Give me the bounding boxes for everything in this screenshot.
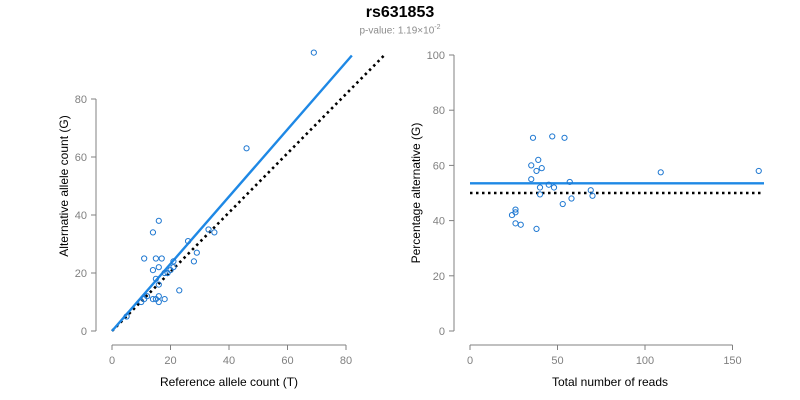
- data-point: [161, 296, 168, 303]
- y-tick-label: 20: [75, 268, 87, 280]
- x-tick-label: 0: [109, 355, 115, 367]
- data-point: [512, 220, 519, 227]
- p-value-exponent: -2: [434, 24, 441, 31]
- reference-line: [111, 54, 385, 332]
- data-point: [155, 298, 162, 306]
- data-point: [164, 269, 171, 277]
- y-tick-label: 100: [427, 50, 445, 62]
- data-point: [559, 200, 566, 208]
- y-tick-label: 20: [433, 271, 445, 283]
- data-point: [184, 238, 192, 245]
- allele-count-panel: 0 20 40 60 80 0 20 40 60 80 Reference allele count…: [57, 49, 385, 389]
- y-tick-label: 0: [439, 326, 445, 338]
- y-tick-label: 40: [433, 216, 445, 228]
- data-point: [533, 167, 540, 175]
- x-tick-label: 50: [551, 355, 563, 367]
- data-point: [533, 225, 540, 232]
- data-point: [536, 191, 544, 198]
- data-point: [528, 176, 535, 183]
- x-tick-label: 60: [281, 355, 293, 367]
- y-tick-label: 0: [81, 326, 87, 338]
- x-tick-label: 40: [223, 355, 235, 367]
- p-value-subtitle: p-value: 1.19×10-2: [0, 24, 800, 36]
- data-point: [170, 258, 177, 265]
- data-point: [155, 264, 162, 271]
- data-point: [310, 49, 317, 56]
- data-point: [561, 134, 568, 141]
- data-point: [141, 255, 148, 262]
- data-point: [176, 287, 183, 294]
- x-tick-label: 20: [164, 355, 176, 367]
- data-point: [123, 313, 130, 320]
- data-point: [138, 298, 145, 306]
- data-point: [155, 281, 162, 288]
- y-tick-label: 80: [75, 94, 87, 106]
- data-point: [152, 255, 159, 262]
- data-point: [755, 167, 762, 175]
- data-point: [243, 145, 250, 152]
- fit-line: [111, 54, 353, 332]
- data-point: [657, 169, 664, 176]
- data-point: [549, 133, 556, 140]
- x-tick-label: 80: [340, 355, 352, 367]
- data-point: [535, 156, 542, 163]
- data-point: [205, 226, 212, 233]
- y-tick-label: 80: [433, 105, 445, 117]
- data-point: [193, 249, 200, 256]
- data-point: [587, 187, 594, 194]
- p-value-text: p-value: 1.19×10: [359, 25, 435, 37]
- data-point: [161, 269, 168, 277]
- data-point: [149, 267, 157, 274]
- x-tick-label: 150: [723, 355, 741, 367]
- data-point: [589, 192, 596, 199]
- data-point: [545, 181, 552, 188]
- x-tick-label: 0: [467, 355, 473, 367]
- data-point: [512, 206, 519, 213]
- data-point: [158, 255, 165, 262]
- data-point: [550, 184, 558, 191]
- data-point: [517, 221, 524, 228]
- data-point: [538, 165, 545, 172]
- percentage-panel: 0 50 100 150 0 20 40 60 80 100 Total number of rea…: [409, 50, 764, 389]
- y-axis-title: Percentage alternative (G): [409, 123, 423, 264]
- data-point: [155, 217, 162, 224]
- data-point: [149, 229, 157, 236]
- x-axis-title: Reference allele count (T): [160, 375, 298, 389]
- data-point: [170, 264, 177, 271]
- data-point: [529, 134, 537, 141]
- data-point: [568, 195, 575, 202]
- y-tick-label: 60: [75, 152, 87, 164]
- y-tick-label: 60: [433, 160, 445, 172]
- data-point: [152, 275, 159, 282]
- data-point: [528, 162, 535, 169]
- x-tick-label: 100: [636, 355, 654, 367]
- data-point: [508, 211, 516, 219]
- chart-title: rs631853: [365, 4, 435, 21]
- data-point: [190, 258, 197, 265]
- data-point: [149, 296, 157, 303]
- y-axis-title: Alternative allele count (G): [57, 115, 71, 256]
- y-tick-label: 40: [75, 210, 87, 222]
- data-point: [211, 229, 218, 236]
- data-point: [566, 178, 573, 186]
- x-axis-title: Total number of reads: [552, 375, 668, 389]
- data-point: [536, 184, 544, 191]
- data-point: [155, 293, 162, 300]
